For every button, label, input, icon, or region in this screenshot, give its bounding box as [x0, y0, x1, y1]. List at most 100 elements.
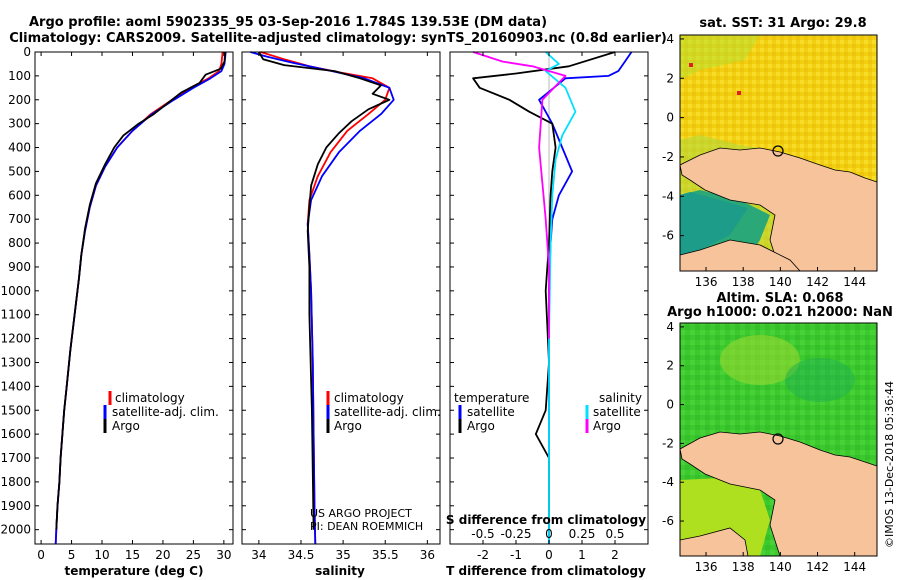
depth-tick-label: 500	[8, 164, 31, 178]
depth-tick-label: 700	[8, 212, 31, 226]
sst-map-image	[680, 35, 877, 271]
difference-lines	[472, 51, 633, 544]
map-lat-tick-label: 0	[666, 398, 674, 412]
map-lon-tick-label: 140	[769, 275, 792, 289]
map-lon-tick-label: 142	[806, 560, 829, 574]
x-tick-label: 25	[186, 548, 201, 562]
x-tick-label: 1	[578, 548, 586, 562]
x-tick-label: 10	[94, 548, 109, 562]
depth-tick-label: 400	[8, 141, 31, 155]
sla-land-australia	[680, 527, 749, 556]
s-difference-tick-label: 0	[545, 527, 553, 541]
x-tick-label: 34.5	[288, 548, 315, 562]
salinity-lines	[250, 51, 395, 545]
series-line-temperature-argo	[472, 51, 616, 530]
difference-panel: -2 -1 0 1 2 -0.5 -0.25 0 0.25 0.5 S difference f…	[446, 51, 649, 578]
depth-tick-label: 0	[23, 45, 31, 59]
legend-climatology-label: climatology	[334, 391, 404, 405]
sla-map-title-line2: Argo h1000: 0.021 h2000: NaN	[667, 305, 893, 320]
map-lat-tick-label: -4	[662, 189, 674, 203]
temperature-frame	[34, 51, 234, 545]
x-tick-label: 36	[420, 548, 435, 562]
t-difference-xlabel: T difference from climatology	[446, 564, 646, 578]
temperature-panel: 0100200300400500600700800900100011001200…	[0, 45, 234, 578]
sst-cool-patch	[680, 35, 760, 80]
map-lat-tick-label: 2	[666, 71, 674, 85]
sst-map-title: sat. SST: 31 Argo: 29.8	[699, 16, 866, 31]
series-line-salinity-satellite	[544, 51, 577, 544]
x-tick-label: 0	[37, 548, 45, 562]
depth-tick-label: 1000	[0, 284, 31, 298]
sla-map-frame	[679, 322, 878, 557]
depth-tick-label: 1400	[0, 379, 31, 393]
map-lat-tick-label: 4	[666, 320, 674, 334]
map-lon-tick-label: 138	[732, 560, 755, 574]
salinity-axis-ticks: 34 34.5 35 35.5 36	[242, 51, 440, 562]
depth-tick-label: 1800	[0, 475, 31, 489]
sst-hot-pixel	[689, 63, 693, 67]
sla-argo-position-marker	[772, 433, 784, 445]
s-difference-tick-label: 0.5	[605, 527, 624, 541]
figure-title-line2: Climatology: CARS2009. Satellite-adjuste…	[9, 31, 667, 46]
map-lat-tick-label: 2	[666, 359, 674, 373]
depth-tick-label: 200	[8, 93, 31, 107]
sst-land-australia	[680, 239, 801, 271]
x-tick-label: -1	[510, 548, 522, 562]
sst-map-ticks: 136 138 140 142 144 4 2 0 -2 -4 -6	[662, 32, 866, 289]
x-tick-label: 5	[68, 548, 76, 562]
x-tick-label: 34	[251, 548, 266, 562]
temperature-axis-ticks: 0 5 10 15 20 25 30	[35, 51, 233, 562]
series-line-satellite-adj-clim-	[54, 51, 227, 545]
map-lon-tick-label: 144	[843, 275, 866, 289]
map-lon-tick-label: 140	[769, 560, 792, 574]
map-lon-tick-label: 136	[695, 560, 718, 574]
legend-argo-label: Argo	[112, 419, 140, 433]
depth-tick-label: 1600	[0, 427, 31, 441]
x-tick-label: 35.5	[372, 548, 399, 562]
salinity-xlabel: salinity	[315, 564, 365, 578]
depth-tick-label: 1700	[0, 451, 31, 465]
s-difference-xlabel: S difference from climatology	[446, 513, 646, 527]
salinity-frame	[241, 51, 441, 545]
legend-salinity-title: salinity	[599, 391, 642, 405]
map-lat-tick-label: -6	[662, 229, 674, 243]
sst-map-panel: sat. SST: 31 Argo: 29.8	[662, 16, 878, 289]
s-difference-axis-ticks: -0.5 -0.25 0 0.25 0.5	[471, 527, 624, 541]
project-annotation: US ARGO PROJECT	[310, 507, 412, 520]
x-tick-label: 30	[216, 548, 231, 562]
legend-climatology-label: climatology	[115, 391, 185, 405]
depth-tick-label: 600	[8, 188, 31, 202]
depth-tick-label: 1900	[0, 499, 31, 513]
difference-legend: temperature satellite Argo salinity sate…	[454, 391, 642, 433]
pi-annotation: PI: DEAN ROEMMICH	[310, 520, 423, 533]
map-lat-tick-label: -2	[662, 150, 674, 164]
temperature-xlabel: temperature (deg C)	[65, 564, 204, 578]
legend-s-satellite-label: satellite	[593, 405, 641, 419]
map-lon-tick-label: 144	[843, 560, 866, 574]
legend-s-argo-label: Argo	[593, 419, 621, 433]
salinity-legend: climatology satellite-adj. clim. Argo	[326, 391, 441, 433]
sla-map-title-line1: Altim. SLA: 0.068	[717, 291, 844, 306]
map-lat-tick-label: -2	[662, 436, 674, 450]
map-lat-tick-label: 4	[666, 32, 674, 46]
map-lat-tick-label: -4	[662, 475, 674, 489]
x-tick-label: 35	[335, 548, 350, 562]
imos-credit: ©IMOS 13-Dec-2018 05:36:44	[883, 381, 896, 548]
legend-argo-label: Argo	[334, 419, 362, 433]
sst-land-new-guinea	[680, 147, 877, 271]
depth-tick-label: 1300	[0, 355, 31, 369]
legend-satellite-label: satellite-adj. clim.	[334, 405, 441, 419]
x-tick-label: 20	[155, 548, 170, 562]
x-tick-label: -2	[477, 548, 489, 562]
sst-south-sea-deep	[680, 192, 748, 255]
series-line-argo	[55, 51, 226, 530]
depth-tick-label: 1100	[0, 308, 31, 322]
map-lon-tick-label: 136	[695, 275, 718, 289]
sla-map-image	[680, 323, 877, 556]
map-lat-tick-label: 0	[666, 111, 674, 125]
temperature-legend: climatology satellite-adj. clim. Argo	[103, 391, 219, 433]
legend-satellite-label: satellite-adj. clim.	[112, 405, 219, 419]
map-lon-tick-label: 142	[806, 275, 829, 289]
series-line-salinity-argo	[472, 51, 567, 339]
